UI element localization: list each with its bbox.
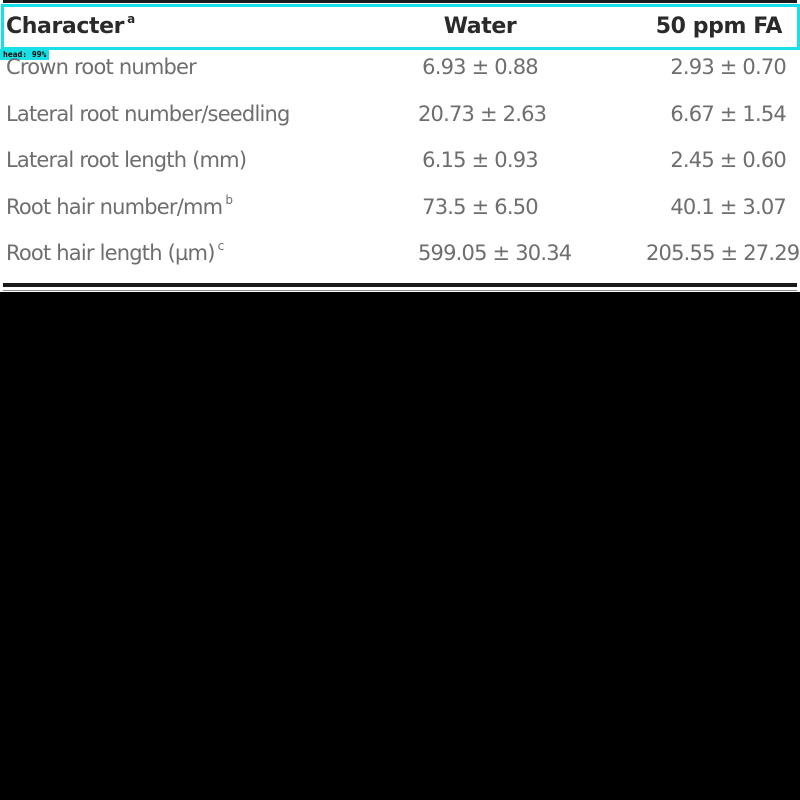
table-bottom-rule: [3, 283, 797, 287]
table-bottom-rule-thin: [3, 290, 797, 291]
row-water-value: 599.05 ± 30.34: [418, 241, 572, 265]
row-water-value: 20.73 ± 2.63: [418, 102, 547, 126]
detection-box: [1, 4, 800, 50]
detection-label: head: 99%: [0, 49, 50, 60]
results-table: Character a Water 50 ppm FA head: 99% Cro…: [0, 0, 800, 292]
table-row: Crown root number 6.93 ± 0.88 2.93 ± 0.7…: [0, 47, 800, 93]
header-fa: 50 ppm FA: [655, 14, 783, 39]
row-character: Root hair number/mm b: [6, 193, 233, 219]
row-fa-value: 6.67 ± 1.54: [670, 102, 786, 126]
table-row: Root hair length (µm) c 599.05 ± 30.34 20…: [0, 233, 800, 279]
row-fa-value: 2.93 ± 0.70: [670, 55, 786, 79]
row-water-value: 73.5 ± 6.50: [422, 195, 538, 219]
row-character: Lateral root number/seedling: [6, 102, 290, 126]
table-header-row: Character a Water 50 ppm FA: [0, 4, 800, 48]
row-fa-value: 40.1 ± 3.07: [670, 195, 786, 219]
row-character: Lateral root length (mm): [6, 148, 247, 172]
header-character: Character a: [6, 12, 135, 39]
table-row: Lateral root length (mm) 6.15 ± 0.93 2.4…: [0, 140, 800, 186]
table-top-rule: [3, 0, 797, 3]
row-footnote: c: [217, 239, 225, 253]
row-water-value: 6.15 ± 0.93: [422, 148, 538, 172]
table-row: Root hair number/mm b 73.5 ± 6.50 40.1 ± …: [0, 187, 800, 233]
table-row: Lateral root number/seedling 20.73 ± 2.6…: [0, 94, 800, 140]
header-water: Water: [443, 14, 517, 39]
header-character-footnote: a: [127, 12, 135, 26]
row-character: Root hair length (µm) c: [6, 239, 225, 265]
row-character: Crown root number: [6, 55, 197, 79]
row-fa-value: 2.45 ± 0.60: [670, 148, 786, 172]
row-water-value: 6.93 ± 0.88: [422, 55, 538, 79]
row-fa-value: 205.55 ± 27.29: [646, 241, 800, 265]
row-footnote: b: [225, 193, 233, 207]
